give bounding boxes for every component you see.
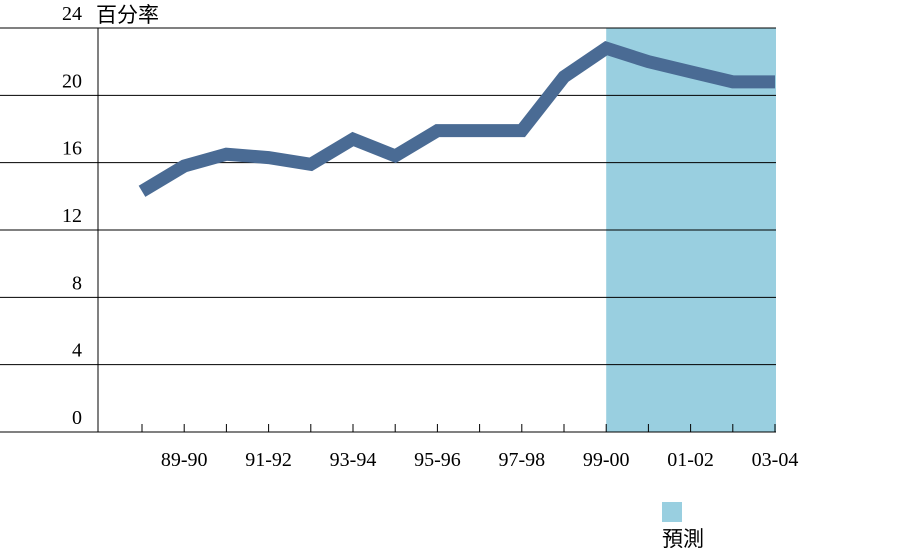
series-group [138,41,775,197]
x-tick-label-99-00: 99-00 [583,449,630,471]
x-tick-label-03-04: 03-04 [752,449,799,471]
y-tick-label-8: 8 [72,272,82,294]
series-line [138,41,775,197]
legend-forecast-label: 預測 [662,527,704,550]
x-ticks [141,424,776,432]
x-tick-label-97-98: 97-98 [498,449,545,471]
y-tick-label-0: 0 [72,407,82,429]
x-tick-label-01-02: 01-02 [667,449,714,471]
y-tick-label-24: 24 [62,3,82,25]
y-tick-label-12: 12 [62,205,82,227]
x-tick-label-89-90: 89-90 [161,449,208,471]
legend-forecast-swatch [662,502,682,522]
y-tick-label-4: 4 [72,340,82,362]
y-tick-label-20: 20 [62,70,82,92]
y-tick-label-16: 16 [62,138,82,160]
x-tick-labels: 89-90 91-92 93-94 95-96 97-98 99-00 01-02 03-04 [161,449,798,471]
x-tick-label-93-94: 93-94 [330,449,377,471]
x-tick-label-95-96: 95-96 [414,449,461,471]
y-axis-unit-label: 百分率 [96,3,159,27]
x-tick-label-91-92: 91-92 [245,449,292,471]
y-tick-labels: 0 4 8 12 16 20 24 [62,3,82,429]
gridlines [0,27,776,433]
